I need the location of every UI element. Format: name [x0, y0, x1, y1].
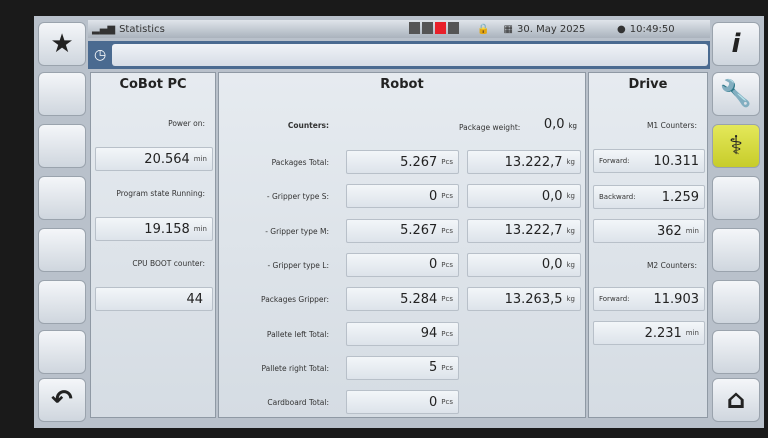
star-button[interactable]: ★	[38, 22, 86, 66]
kg-field: 13.263,5 kg	[467, 287, 581, 312]
pcs-field: 0 Pcs	[346, 184, 459, 209]
m1-time-field: 362 min	[593, 219, 705, 243]
m1-counters-label: M1 Counters:	[646, 121, 697, 130]
kg-field: 0,0 kg	[467, 184, 581, 209]
empty-function-button[interactable]	[712, 280, 760, 324]
cobot-label: CPU BOOT counter:	[132, 259, 205, 268]
home-icon: ⌂	[726, 385, 746, 415]
robot-row-label: Packages Gripper:	[261, 295, 329, 305]
back-arrow-button[interactable]: ↶	[38, 378, 86, 422]
robot-panel: Robot Counters: Package weight: 0,0 kg Pa…	[218, 72, 586, 418]
m1-backward-field: Backward: 1.259	[593, 185, 705, 209]
empty-function-button[interactable]	[712, 330, 760, 374]
stethoscope-button[interactable]: ⚕	[712, 124, 760, 168]
robot-row-label: - Gripper type M:	[265, 226, 329, 236]
empty-function-button[interactable]	[38, 124, 86, 168]
robot-title: Robot	[380, 77, 424, 92]
empty-function-button[interactable]	[712, 228, 760, 272]
statistics-icon: ▂▄▆	[92, 23, 116, 35]
pcs-field: 5.267 Pcs	[346, 150, 459, 174]
package-weight-value: 0,0 kg	[543, 117, 577, 132]
info-button[interactable]: i	[712, 22, 760, 66]
pcs-field: 94 Pcs	[346, 321, 459, 346]
pcs-field: 0 Pcs	[346, 252, 459, 277]
counters-label: Counters:	[287, 121, 329, 130]
message-field	[112, 44, 708, 66]
message-bar: ◷	[88, 41, 710, 69]
status-indicators	[409, 21, 461, 37]
cobot-panel: CoBot PC Power on: 20.564 min Program stat…	[90, 72, 216, 418]
m2-counters-label: M2 Counters:	[646, 261, 697, 270]
message-history-icon[interactable]: ◷	[94, 47, 107, 63]
robot-row-label: - Gripper type S:	[266, 192, 329, 202]
robot-row-label: - Gripper type L:	[267, 260, 329, 270]
drive-panel: Drive M1 Counters: Forward: 10.311 Backwa…	[588, 72, 708, 418]
empty-function-button[interactable]	[38, 280, 86, 324]
date: 30. May 2025	[516, 23, 586, 35]
status-bar: ▂▄▆ Statistics 🔒 ▦ 30. May 2025 ● 10:49:…	[88, 20, 710, 38]
home-button[interactable]: ⌂	[712, 378, 760, 422]
calendar-icon: ▦	[503, 23, 513, 35]
empty-function-button[interactable]	[38, 72, 86, 116]
info-icon: i	[731, 29, 741, 59]
status-indicator	[409, 21, 421, 34]
robot-row-label: Cardboard Total:	[267, 398, 329, 408]
cobot-title: CoBot PC	[119, 77, 187, 92]
back-arrow-icon: ↶	[51, 385, 73, 415]
package-weight-label: Package weight:	[459, 123, 521, 132]
empty-function-button[interactable]	[38, 330, 86, 374]
status-indicator	[448, 21, 460, 34]
kg-field: 13.222,7 kg	[467, 218, 581, 243]
kg-field: 13.222,7 kg	[467, 150, 581, 174]
cobot-value-field: 20.564 min	[95, 147, 213, 171]
kg-field: 0,0 kg	[467, 252, 581, 277]
m2-forward-field: Forward: 11.903	[593, 287, 705, 311]
empty-function-button[interactable]	[712, 176, 760, 220]
pcs-field: 5.284 Pcs	[346, 287, 459, 312]
robot-row-label: Pallete left Total:	[266, 329, 329, 339]
status-indicator	[435, 21, 447, 34]
drive-title: Drive	[628, 77, 668, 92]
star-icon: ★	[50, 29, 74, 59]
cobot-value-field: 19.158 min	[95, 217, 213, 241]
pcs-field: 5.267 Pcs	[346, 218, 459, 243]
cobot-value-field: 44	[95, 287, 213, 311]
time: 10:49:50	[629, 23, 675, 35]
cobot-label: Program state Running:	[116, 189, 205, 198]
wrench-icon: 🔧	[719, 79, 753, 109]
cobot-label: Power on:	[168, 119, 205, 128]
empty-function-button[interactable]	[38, 228, 86, 272]
lock-icon: 🔒	[477, 23, 490, 35]
status-indicator	[422, 21, 434, 34]
m1-forward-field: Forward: 10.311	[593, 149, 705, 173]
robot-row-label: Pallete right Total:	[261, 363, 329, 373]
pcs-field: 5 Pcs	[346, 355, 459, 380]
pcs-field: 0 Pcs	[346, 390, 459, 415]
page-title: Statistics	[119, 23, 165, 35]
m2-time-field: 2.231 min	[593, 321, 705, 345]
clock-icon: ●	[616, 23, 626, 35]
stethoscope-icon: ⚕	[728, 131, 744, 161]
empty-function-button[interactable]	[38, 176, 86, 220]
wrench-button[interactable]: 🔧	[712, 72, 760, 116]
robot-row-label: Packages Total:	[271, 158, 329, 167]
